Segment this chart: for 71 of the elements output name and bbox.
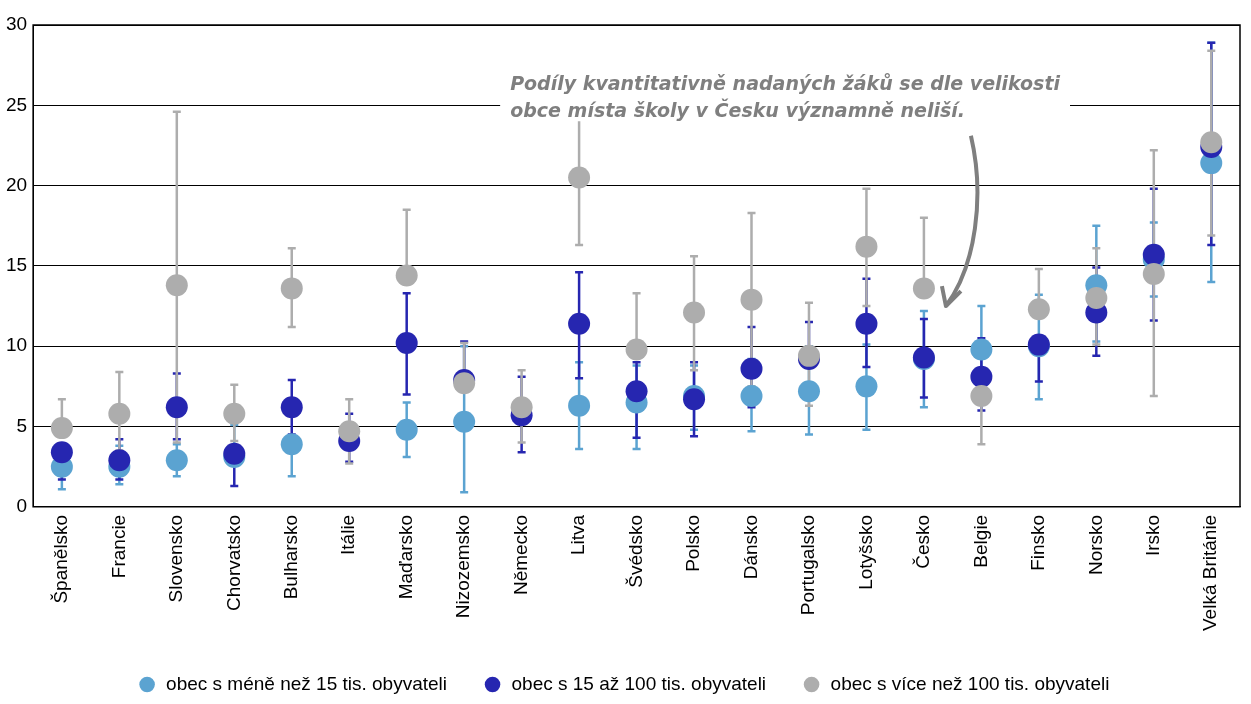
x-tick-label: Belgie	[969, 514, 991, 568]
point	[568, 312, 591, 335]
x-tick-label: Španělsko	[50, 514, 72, 604]
point	[970, 385, 993, 407]
y-tick-label: 20	[5, 173, 28, 195]
point	[50, 417, 73, 440]
point	[165, 396, 188, 419]
y-tick-label: 30	[5, 13, 28, 35]
x-tick-label: Dánsko	[739, 514, 761, 580]
x-tick-label: Bulharsko	[279, 514, 301, 600]
y-tick-label: 25	[5, 93, 28, 115]
point	[280, 396, 303, 419]
point	[740, 385, 763, 407]
point	[740, 357, 763, 380]
point	[797, 380, 820, 403]
point	[855, 235, 878, 258]
point	[338, 420, 361, 443]
legend-label: obec s méně než 15 tis. obyvateli	[166, 672, 448, 694]
point	[740, 288, 763, 311]
legend-label: obec s 15 až 100 tis. obyvateli	[511, 672, 767, 694]
x-tick-label: Litva	[567, 514, 589, 555]
point	[280, 277, 303, 300]
point	[395, 332, 418, 354]
x-tick-label: Lotyšsko	[854, 514, 876, 590]
point	[280, 433, 303, 456]
point	[108, 449, 131, 472]
x-tick-label: Slovensko	[165, 514, 187, 603]
point	[568, 394, 591, 417]
point	[165, 449, 188, 472]
x-tick-label: Německo	[509, 514, 531, 596]
x-tick-label: Polsko	[682, 514, 704, 572]
x-tick-label: Česko	[912, 514, 934, 569]
x-tick-label: Švédsko	[624, 514, 646, 588]
x-tick-label: Finsko	[1027, 514, 1049, 571]
point	[683, 301, 706, 324]
y-tick-label: 15	[5, 254, 28, 276]
point	[970, 338, 993, 361]
y-tick-label: 5	[16, 414, 28, 436]
point	[855, 312, 878, 335]
point	[912, 277, 935, 300]
point	[108, 402, 131, 425]
point	[510, 396, 533, 419]
y-tick-label: 0	[16, 495, 28, 517]
x-tick-label: Chorvatsko	[222, 514, 244, 611]
x-tick-label: Francie	[107, 514, 129, 579]
point	[625, 338, 648, 361]
x-tick-label: Itálie	[337, 514, 359, 555]
x-tick-label: Velká Británie	[1199, 514, 1221, 632]
point	[1085, 287, 1108, 310]
point	[453, 410, 476, 433]
point	[223, 402, 246, 425]
point	[50, 441, 73, 464]
legend-label: obec s více než 100 tis. obyvateli	[830, 672, 1110, 694]
point	[395, 418, 418, 441]
point	[1027, 298, 1050, 321]
y-tick-label: 10	[5, 334, 28, 356]
annotation: Podíly kvantitativně nadaných žáků se dle velikosti obce místa školy v Česku významně neliší.	[510, 71, 1061, 121]
point	[395, 264, 418, 287]
point	[625, 380, 648, 403]
point	[1200, 131, 1223, 154]
x-tick-label: Portugalsko	[797, 514, 819, 616]
x-tick-label: Nizozemsko	[452, 514, 474, 619]
point	[1142, 243, 1165, 266]
x-tick-label: Maďarsko	[394, 514, 416, 600]
x-tick-label: Irsko	[1142, 514, 1164, 557]
point	[855, 375, 878, 398]
point	[1142, 262, 1165, 285]
point	[970, 365, 993, 388]
x-tick-label: Norsko	[1084, 514, 1106, 576]
point	[568, 166, 591, 189]
point	[165, 274, 188, 297]
